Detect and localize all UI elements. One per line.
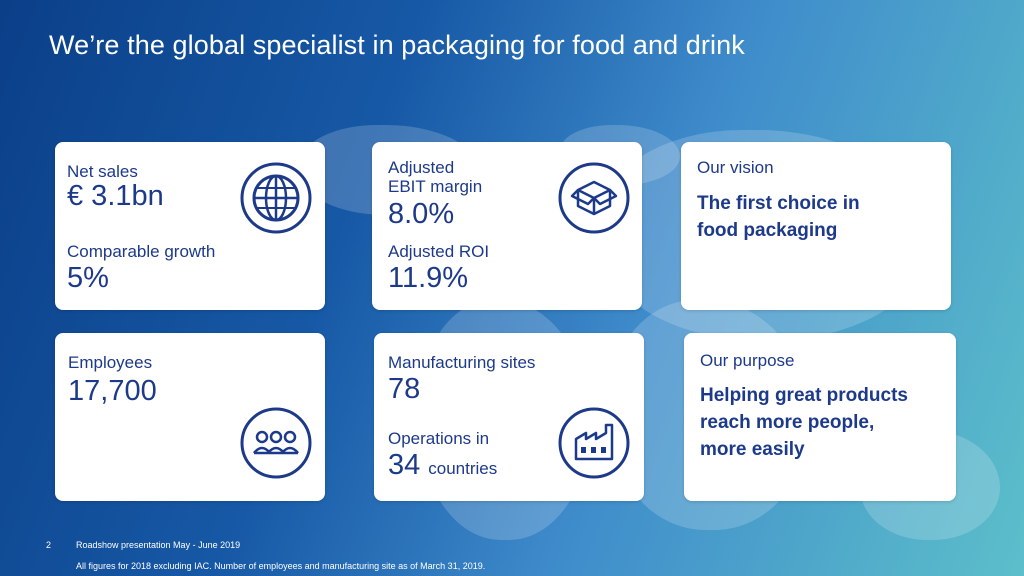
employees-value: 17,700 [68,375,157,407]
people-icon [238,405,314,481]
employees-label: Employees [68,353,153,372]
purpose-line3: more easily [700,439,805,460]
vision-line2: food packaging [697,220,838,241]
countries-count: 34 [388,449,421,481]
operations-label: Operations in [388,429,490,448]
vision-line1: The first choice in [697,193,860,214]
adjusted-roi-value: 11.9% [388,262,469,294]
manufacturing-sites-label: Manufacturing sites [388,353,536,372]
net-sales-label: Net sales [67,162,138,181]
vision-card: Our vision The first choice in food pack… [681,142,951,310]
ebit-label-line1: Adjusted [388,158,455,177]
page-number: 2 [46,540,52,550]
employees-card: Employees 17,700 [55,333,325,501]
adjusted-roi-label: Adjusted ROI [388,242,490,261]
factory-icon [556,405,632,481]
vision-label: Our vision [697,158,774,177]
manufacturing-sites-value: 78 [388,373,421,405]
ebit-value: 8.0% [388,198,455,230]
purpose-line1: Helping great products [700,385,908,406]
box-icon [556,160,632,236]
ebit-label-line2: EBIT margin [388,177,483,196]
footnote: All figures for 2018 excluding IAC. Numb… [76,561,486,571]
comparable-growth-label: Comparable growth [67,242,216,261]
operations-value: 34 countries [388,449,497,485]
countries-word: countries [428,459,498,478]
globe-icon [238,160,314,236]
net-sales-card: Net sales € 3.1bn Comparable growth 5% [55,142,325,310]
comparable-growth-value: 5% [67,262,109,294]
purpose-label: Our purpose [700,351,795,370]
page-title: We’re the global specialist in packaging… [49,30,745,60]
purpose-line2: reach more people, [700,412,875,433]
net-sales-value: € 3.1bn [67,180,164,212]
ebit-card: Adjusted EBIT margin 8.0% Adjusted ROI 1… [372,142,642,310]
presentation-footer: Roadshow presentation May - June 2019 [76,540,241,550]
purpose-card: Our purpose Helping great products reach… [684,333,956,501]
manufacturing-card: Manufacturing sites 78 Operations in 34 c… [374,333,644,501]
